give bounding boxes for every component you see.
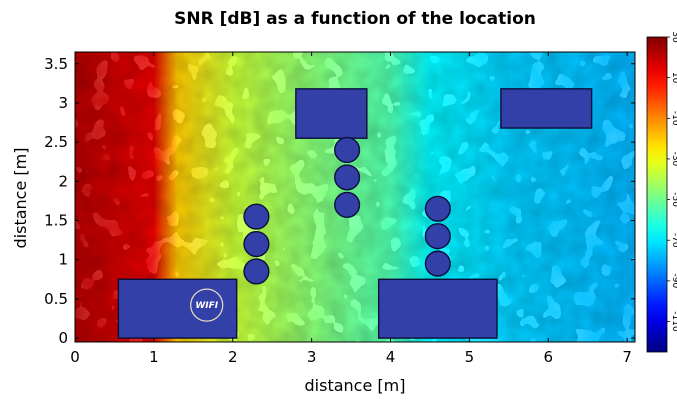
x-tick-label: 5 bbox=[465, 348, 475, 366]
colorbar-tick-label: -90 bbox=[670, 274, 677, 289]
obstacle-rect bbox=[295, 88, 368, 139]
x-axis-label: distance [m] bbox=[305, 376, 406, 395]
obstacle-circle bbox=[243, 203, 270, 230]
colorbar-tick-label: 30 bbox=[670, 31, 677, 43]
y-axis-label: distance [m] bbox=[11, 148, 30, 249]
obstacle-rect bbox=[500, 88, 593, 129]
wifi-source-label: WIFI bbox=[195, 301, 218, 311]
y-tick-label: 3 bbox=[58, 94, 68, 112]
x-tick-label: 4 bbox=[386, 348, 396, 366]
obstacle-rect bbox=[117, 278, 238, 339]
x-tick-label: 7 bbox=[622, 348, 632, 366]
x-axis: 0 1 2 3 4 5 6 7 bbox=[70, 52, 632, 366]
wifi-source: WIFI bbox=[190, 288, 224, 322]
chart-title: SNR [dB] as a function of the location bbox=[174, 9, 536, 29]
plot-area: WIFI bbox=[75, 52, 635, 342]
x-tick-label: 3 bbox=[307, 348, 317, 366]
colorbar-tick-label: 10 bbox=[670, 72, 677, 84]
y-axis: 0 0.5 1 1.5 2 2.5 3 3.5 bbox=[44, 55, 635, 347]
obstacle-circle bbox=[424, 250, 451, 277]
colorbar-scale bbox=[646, 36, 668, 353]
y-tick-label: 2.5 bbox=[44, 133, 68, 151]
obstacle-circle bbox=[334, 191, 361, 218]
obstacle-circle bbox=[243, 258, 270, 285]
colorbar-tick-label: -10 bbox=[670, 111, 677, 126]
obstacle-circle bbox=[334, 164, 361, 191]
obstacle-circle bbox=[243, 230, 270, 258]
plot-frame bbox=[74, 51, 636, 343]
obstacle-circle bbox=[424, 223, 451, 250]
colorbar-tick-label: -30 bbox=[670, 152, 677, 167]
y-tick-label: 1.5 bbox=[44, 212, 68, 230]
obstacle-circle bbox=[424, 195, 451, 222]
obstacle-circle bbox=[334, 136, 361, 164]
colorbar-tick-label: -70 bbox=[670, 233, 677, 248]
y-tick-label: 0.5 bbox=[44, 290, 68, 308]
y-tick-label: 2 bbox=[58, 172, 68, 190]
wifi-source-marker bbox=[190, 288, 224, 322]
colorbar-tick-label: -110 bbox=[670, 311, 677, 332]
y-tick-label: 0 bbox=[58, 329, 68, 347]
colorbar: 30 10 -10 -30 -50 -70 -90 -110 bbox=[646, 31, 677, 353]
colorbar-tick-label: -50 bbox=[670, 192, 677, 207]
x-tick-label: 2 bbox=[228, 348, 238, 366]
x-tick-label: 0 bbox=[70, 348, 80, 366]
obstacles-layer bbox=[117, 88, 593, 339]
x-tick-label: 6 bbox=[543, 348, 553, 366]
y-tick-label: 1 bbox=[58, 251, 68, 269]
obstacle-rect bbox=[377, 278, 498, 339]
y-tick-label: 3.5 bbox=[44, 55, 68, 73]
colorbar-ticks: 30 10 -10 -30 -50 -70 -90 -110 bbox=[667, 31, 677, 332]
x-tick-label: 1 bbox=[149, 348, 159, 366]
